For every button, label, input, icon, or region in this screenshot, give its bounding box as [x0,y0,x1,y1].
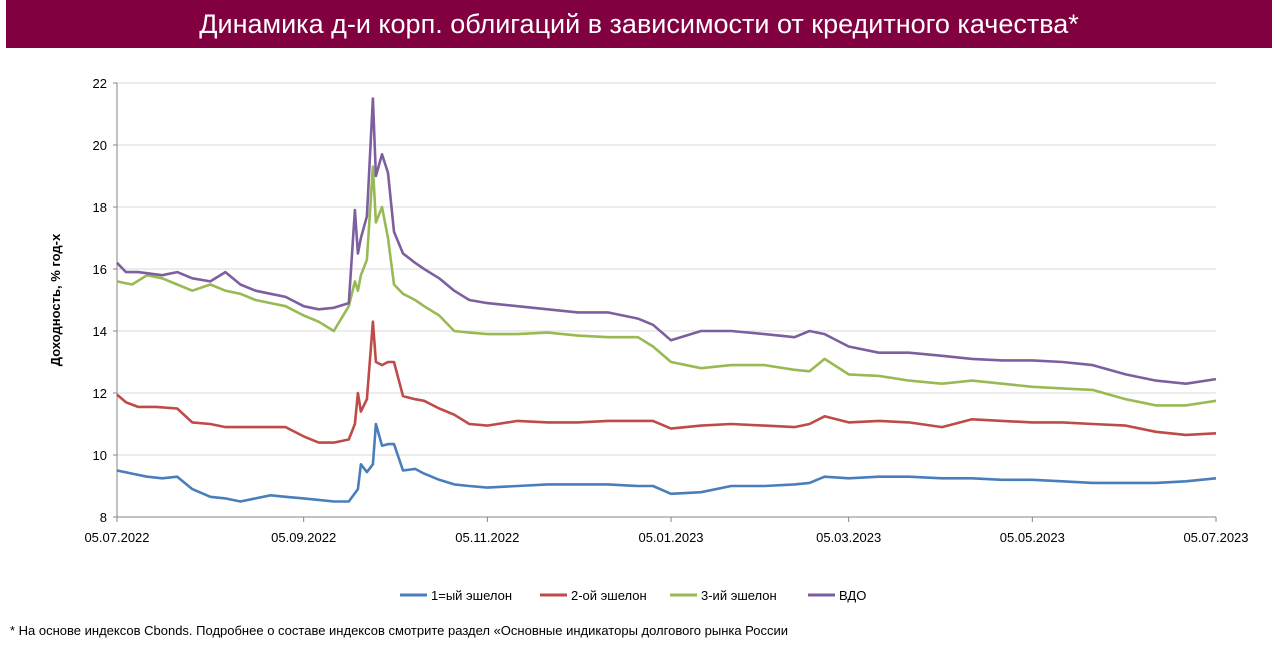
axes: 8 10 12 14 16 18 20 22 05.07.2022 05.09.2022 05.11… [84,76,1248,545]
y-tick-label: 20 [93,138,107,153]
line-chart: 8 10 12 14 16 18 20 22 05.07.2022 05.09.2022 05.11… [48,76,1249,603]
x-tick-label: 05.11.2022 [455,530,519,545]
x-tick-label: 05.05.2023 [1000,530,1065,545]
series-line-1 [116,422,1217,503]
footnote: * На основе индексов Cbonds. Подробнее о… [10,623,789,638]
x-tick-label: 05.03.2023 [816,530,881,545]
x-tick-label: 05.07.2023 [1183,530,1248,545]
legend-label: ВДО [839,588,866,603]
y-tick-label: 18 [93,200,107,215]
legend-label: 3-ий эшелон [701,588,777,603]
y-axis-label: Доходность, % год-х [48,233,63,366]
y-tick-label: 14 [93,324,107,339]
series-line-4 [116,97,1217,386]
chart-title: Динамика д-и корп. облигаций в зависимос… [199,8,1079,39]
y-tick-label: 16 [93,262,107,277]
series-lines [116,97,1217,503]
x-tick-label: 05.07.2022 [84,530,149,545]
y-tick-label: 10 [93,448,107,463]
x-tick-label: 05.01.2023 [638,530,703,545]
title-bar: Динамика д-и корп. облигаций в зависимос… [6,0,1272,48]
legend-label: 2-ой эшелон [571,588,647,603]
series-line-3 [116,165,1217,407]
y-tick-label: 12 [93,386,107,401]
y-tick-label: 8 [100,510,107,525]
grid-lines [117,82,1216,456]
legend-label: 1=ый эшелон [431,588,512,603]
series-line-2 [116,320,1217,444]
y-tick-label: 22 [93,76,107,91]
x-tick-label: 05.09.2022 [271,530,336,545]
legend: 1=ый эшелон 2-ой эшелон 3-ий эшелон ВДО [400,588,866,603]
